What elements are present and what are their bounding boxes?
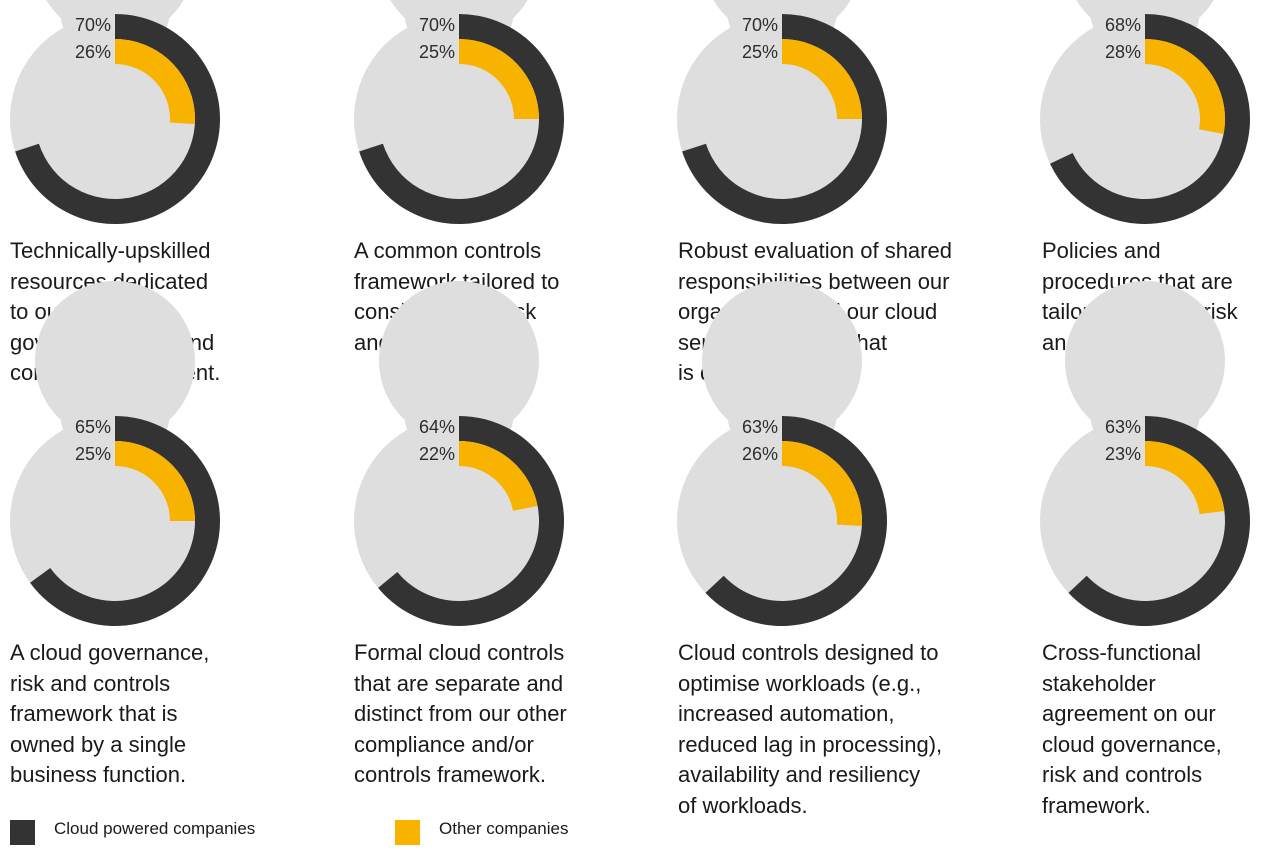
outer-ring-track	[677, 0, 887, 224]
caption-line: owned by a single	[10, 731, 187, 757]
cloud-powered-value-label: 65%	[74, 417, 111, 437]
caption-line: procedures that are	[1042, 268, 1233, 294]
caption-line: organisation and our cloud	[678, 299, 938, 324]
caption-line: controls framework.	[354, 762, 546, 787]
other-companies-arc	[782, 39, 862, 119]
caption-line: of workloads.	[678, 792, 808, 818]
legend-swatch-cloud-powered	[10, 820, 35, 845]
cloud-powered-value-label: 70%	[741, 15, 778, 35]
other-companies-value-label: 26%	[741, 444, 778, 464]
caption-line: Robust evaluation of shared	[678, 238, 952, 263]
other-companies-value-label: 23%	[1104, 444, 1141, 464]
caption-line: cloud governance,	[1042, 731, 1222, 757]
caption-line: optimise workloads (e.g.,	[678, 670, 922, 696]
caption-line: responsibilities between our	[678, 268, 950, 294]
caption-line: A cloud governance,	[10, 640, 210, 665]
caption-line: and controls.	[354, 329, 480, 355]
caption-line: stakeholder	[1042, 670, 1156, 696]
outer-ring-track	[10, 0, 220, 224]
inner-ring-track	[378, 356, 539, 601]
inner-ring-track	[34, 355, 195, 601]
donut-caption: A cloud governance, risk and controls fram…	[10, 638, 209, 791]
caption-line: resources dedicated	[10, 268, 209, 294]
caption-line: availability and resiliency	[678, 762, 921, 787]
cloud-powered-arc	[15, 14, 220, 224]
caption-line: tailored to cloud risk	[1042, 299, 1238, 324]
donut-caption: Cloud controls designed to optimise workl…	[678, 638, 942, 821]
caption-line: framework.	[1042, 792, 1151, 818]
other-companies-arc	[459, 39, 539, 119]
caption-line: controls environment.	[10, 360, 221, 385]
other-companies-arc	[115, 441, 195, 521]
donut-caption: Cross-functional stakeholder agreement on …	[1042, 638, 1222, 821]
cloud-powered-value-label: 64%	[418, 417, 455, 437]
caption-line: increased automation,	[678, 701, 895, 726]
caption-line: business function.	[10, 762, 187, 787]
inner-ring-track	[1064, 355, 1225, 601]
cloud-powered-arc	[682, 14, 887, 224]
caption-line: Formal cloud controls	[354, 640, 565, 665]
caption-line: compliance and/or	[354, 731, 534, 757]
legend-label-cloud-powered: Cloud powered companies	[54, 819, 256, 838]
inner-ring-track	[701, 355, 862, 601]
cloud-powered-value-label: 63%	[741, 417, 778, 437]
cloud-powered-value-label: 70%	[418, 15, 455, 35]
caption-line: consider cloud risk	[354, 299, 537, 324]
caption-line: Cross-functional	[1042, 640, 1201, 665]
caption-line: risk and controls	[10, 670, 171, 696]
other-companies-value-label: 25%	[74, 444, 111, 464]
caption-line: risk and controls	[1042, 762, 1203, 787]
other-companies-arc	[115, 39, 195, 125]
caption-line: Policies and	[1042, 238, 1161, 263]
caption-line: distinct from our other	[354, 701, 567, 726]
caption-line: agreement on our	[1042, 701, 1216, 726]
outer-ring-track	[354, 0, 564, 224]
other-companies-value-label: 25%	[418, 42, 455, 62]
other-companies-arc	[782, 441, 863, 527]
donut-caption: A common controls framework tailored to co…	[354, 236, 559, 358]
donut-caption: Formal cloud controls that are separate a…	[354, 638, 567, 791]
outer-ring-track	[1040, 0, 1250, 224]
other-companies-arc	[459, 441, 538, 511]
legend-label-other: Other companies	[439, 819, 569, 838]
cloud-powered-value-label: 68%	[1104, 15, 1141, 35]
donut-caption: Technically-upskilled resources dedicated…	[10, 236, 220, 389]
cloud-powered-arc	[359, 14, 565, 224]
legend-swatch-other	[395, 820, 420, 845]
other-companies-value-label: 25%	[741, 42, 778, 62]
caption-line: Technically-upskilled	[10, 238, 211, 263]
other-companies-value-label: 22%	[418, 444, 455, 464]
donut-caption: Policies and procedures that are tailored …	[1042, 236, 1238, 358]
cloud-powered-arc	[1049, 14, 1251, 224]
other-companies-arc	[1145, 441, 1225, 515]
caption-line: governance, risk and	[10, 329, 215, 355]
caption-line: A common controls	[354, 238, 542, 263]
caption-line: framework tailored to	[354, 268, 560, 294]
caption-line: service providers that	[678, 329, 888, 355]
caption-line: is documented.	[678, 360, 828, 385]
donut-caption: Robust evaluation of shared responsibilit…	[678, 236, 952, 389]
caption-line: that are separate and	[354, 670, 564, 696]
other-companies-arc	[1145, 39, 1225, 134]
caption-line: Cloud controls designed to	[678, 640, 939, 665]
caption-line: and controls.	[1042, 329, 1168, 355]
other-companies-value-label: 28%	[1104, 42, 1141, 62]
caption-line: to our cloud	[10, 299, 125, 324]
cloud-powered-value-label: 70%	[74, 15, 111, 35]
other-companies-value-label: 26%	[74, 42, 111, 62]
cloud-powered-value-label: 63%	[1104, 417, 1141, 437]
caption-line: framework that is	[10, 701, 178, 726]
caption-line: reduced lag in processing),	[678, 731, 943, 757]
